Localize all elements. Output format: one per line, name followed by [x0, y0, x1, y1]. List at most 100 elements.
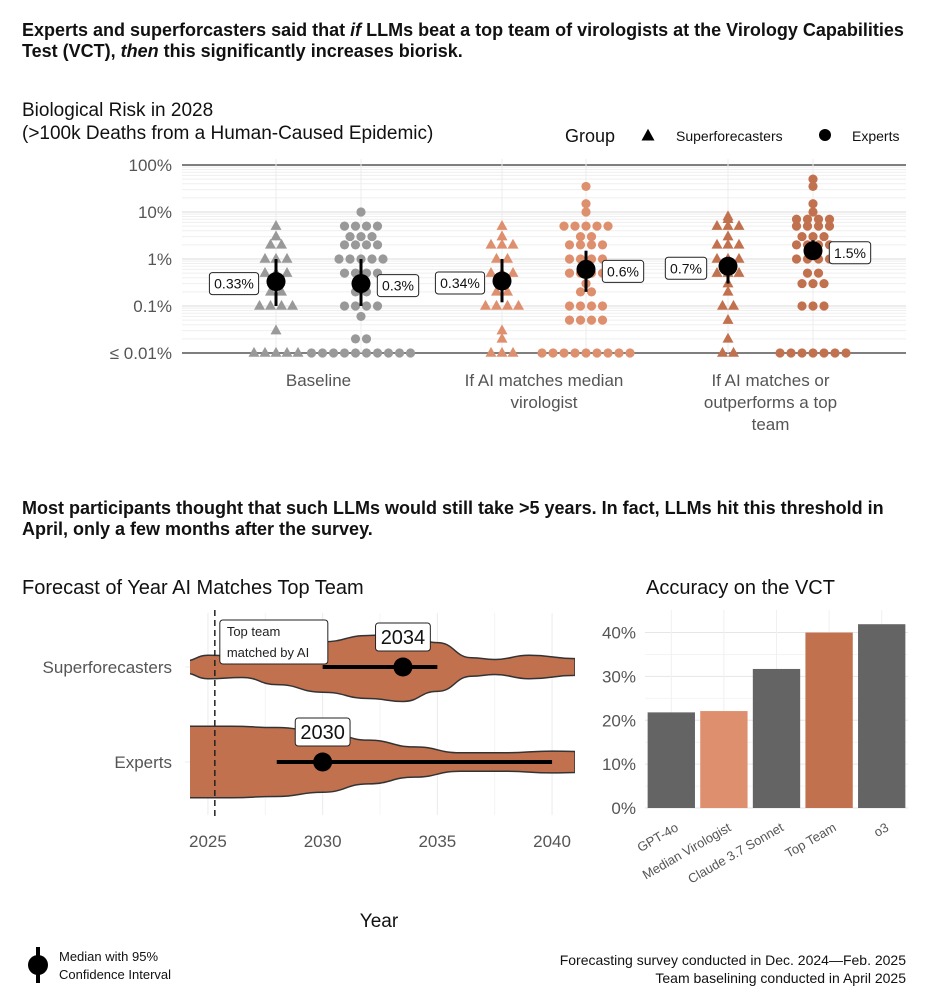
headline-top-then: then — [120, 41, 159, 61]
risk-point-expert — [405, 348, 416, 358]
risk-point-expert — [356, 207, 366, 217]
risk-point-expert — [614, 348, 624, 358]
risk-point-superforecaster — [496, 230, 508, 241]
risk-point-superforecaster — [276, 299, 287, 310]
risk-median-point — [718, 256, 738, 276]
risk-median-label: 0.3% — [382, 278, 414, 294]
risk-point-expert — [339, 268, 350, 278]
forecast-y-category-label: Superforecasters — [43, 658, 172, 677]
risk-median-point — [351, 274, 371, 294]
risk-point-superforecaster — [733, 252, 745, 263]
risk-median-label-box — [376, 274, 420, 298]
risk-point-superforecaster — [248, 346, 260, 357]
risk-point-superforecaster — [491, 252, 502, 263]
forecast-median-label-box — [375, 622, 431, 652]
risk-point-expert — [367, 231, 377, 242]
risk-chart-title-1: Biological Risk in 2028 — [22, 100, 213, 121]
risk-point-superforecaster — [722, 213, 734, 224]
risk-point-superforecaster — [254, 299, 265, 310]
risk-point-expert — [575, 301, 586, 311]
risk-point-expert — [603, 348, 613, 358]
risk-point-expert — [356, 231, 366, 242]
risk-legend-superforecasters: Superforecasters — [676, 128, 783, 144]
headline-top: Experts and superforcasters said that if… — [22, 20, 912, 62]
risk-point-expert — [819, 348, 829, 358]
risk-legend-circle-icon — [819, 129, 831, 141]
risk-point-superforecaster — [507, 238, 519, 249]
vct-bar-median-virologist — [700, 711, 748, 808]
risk-point-expert — [559, 221, 569, 231]
risk-point-expert — [819, 278, 829, 289]
risk-point-superforecaster — [733, 267, 745, 277]
median-ci-legend-line2: Confidence Interval — [59, 967, 172, 982]
vct-y-tick: 40% — [602, 624, 636, 643]
risk-point-expert — [372, 221, 383, 231]
risk-point-expert — [586, 240, 597, 250]
risk-point-superforecaster — [485, 346, 497, 357]
risk-point-expert — [372, 240, 383, 250]
risk-median-label: 0.6% — [607, 263, 639, 279]
risk-point-expert — [597, 240, 608, 250]
vct-y-tick: 20% — [602, 711, 636, 730]
risk-point-expert — [586, 287, 597, 297]
headline-top-part3: this significantly increases biorisk. — [158, 41, 463, 61]
risk-median-label-box — [664, 256, 708, 280]
risk-point-expert — [586, 231, 597, 242]
risk-point-expert — [808, 174, 818, 184]
risk-point-superforecaster — [270, 230, 282, 241]
risk-point-expert — [597, 301, 608, 311]
forecast-median-point — [313, 752, 333, 772]
risk-point-superforecaster — [722, 238, 734, 249]
risk-point-superforecaster — [496, 220, 508, 230]
risk-point-expert — [603, 221, 613, 231]
vct-chart-title: Accuracy on the VCT — [646, 577, 835, 599]
risk-point-superforecaster — [281, 267, 293, 277]
risk-point-expert — [592, 221, 602, 231]
forecast-x-tick: 2030 — [304, 832, 342, 851]
risk-point-superforecaster — [507, 267, 519, 277]
risk-point-superforecaster — [270, 346, 282, 357]
risk-point-superforecaster — [485, 267, 497, 277]
vct-x-tick-label: o3 — [871, 820, 891, 840]
footer-line1: Forecasting survey conducted in Dec. 202… — [559, 952, 906, 968]
vct-y-tick: 10% — [602, 755, 636, 774]
risk-point-superforecaster — [502, 299, 513, 310]
risk-point-expert — [824, 221, 835, 231]
risk-point-expert — [328, 348, 339, 358]
risk-legend-triangle-icon — [641, 128, 655, 141]
risk-point-expert — [361, 348, 372, 358]
risk-point-expert — [361, 334, 372, 344]
risk-point-expert — [356, 311, 366, 322]
forecast-chart-title: Forecast of Year AI Matches Top Team — [22, 577, 364, 599]
vct-bar-claude-3-7-sonnet — [752, 668, 801, 808]
risk-point-superforecaster — [728, 346, 739, 357]
risk-point-superforecaster — [722, 332, 734, 343]
risk-y-tick: 1% — [147, 250, 172, 269]
risk-median-point — [576, 259, 596, 279]
forecast-x-tick: 2040 — [533, 832, 571, 851]
vct-bar-gpt-4o — [647, 712, 695, 808]
risk-point-expert — [586, 315, 597, 325]
risk-point-expert — [581, 348, 591, 358]
risk-point-expert — [802, 268, 813, 278]
risk-point-expert — [350, 240, 361, 250]
risk-point-superforecaster — [733, 220, 745, 230]
headline-top-part2: LLMs beat a top team of virologists at t… — [22, 20, 904, 61]
risk-point-expert — [808, 301, 818, 311]
risk-point-superforecaster — [728, 299, 739, 310]
risk-x-category-label: Baseline — [286, 371, 351, 390]
risk-point-superforecaster — [722, 314, 734, 324]
risk-point-superforecaster — [711, 267, 723, 277]
risk-point-superforecaster — [276, 238, 287, 249]
risk-chart: Biological Risk in 2028(>100k Deaths fro… — [22, 100, 906, 434]
forecast-reference-label-line1: Top team — [227, 624, 280, 639]
risk-point-expert — [819, 301, 829, 311]
risk-point-superforecaster — [496, 346, 508, 357]
risk-point-expert — [350, 348, 361, 358]
risk-point-expert — [813, 221, 824, 231]
risk-point-superforecaster — [502, 252, 513, 263]
risk-point-expert — [775, 348, 785, 358]
risk-point-expert — [559, 348, 569, 358]
risk-y-tick: 0.1% — [133, 297, 172, 316]
risk-point-expert — [339, 240, 350, 250]
